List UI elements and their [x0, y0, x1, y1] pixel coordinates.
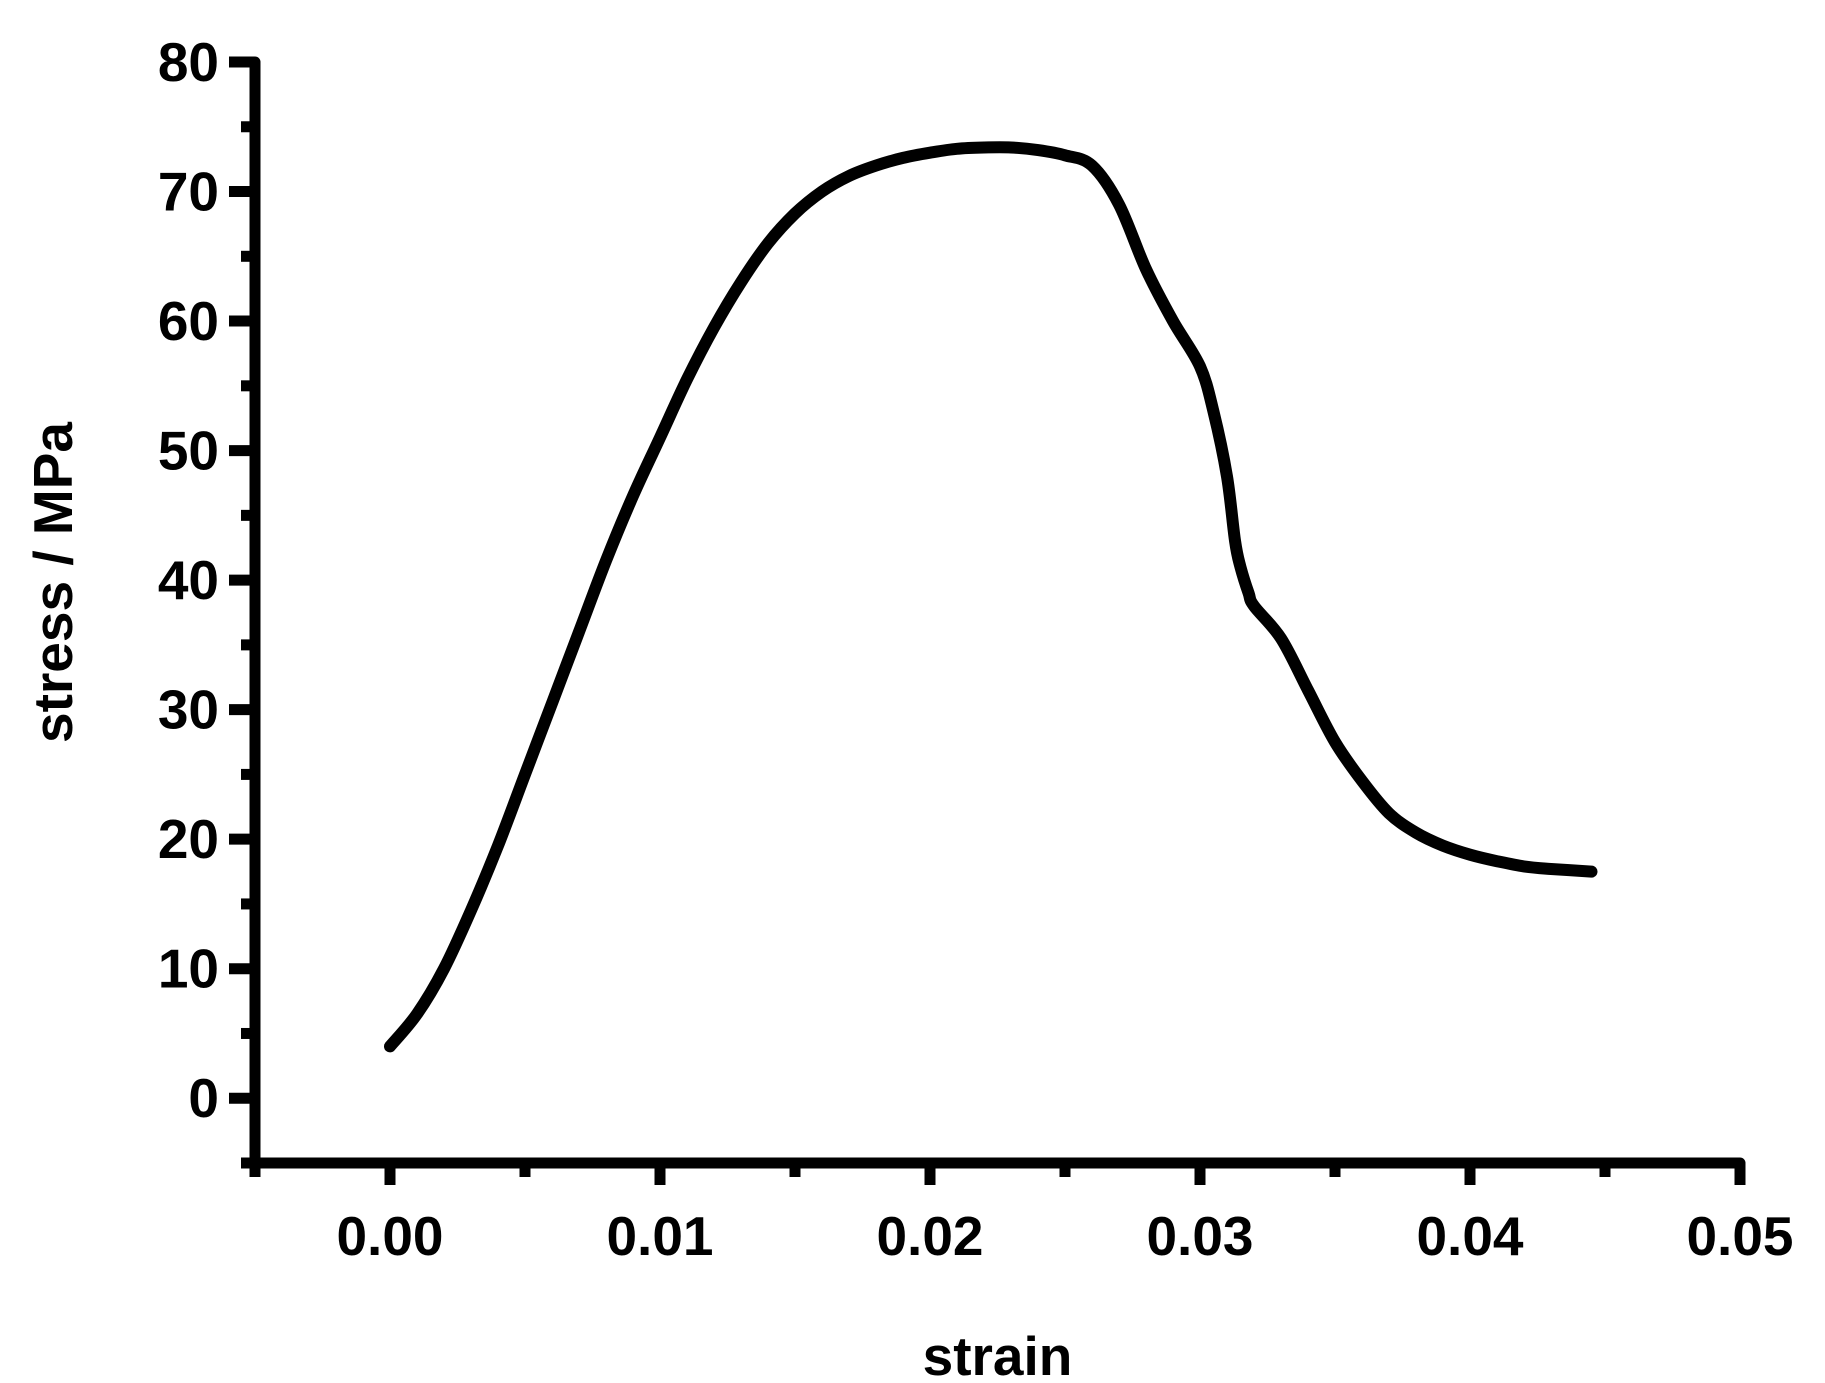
x-tick-label: 0.01: [606, 1205, 713, 1267]
x-tick-label: 0.00: [336, 1205, 443, 1267]
axes: [249, 56, 1746, 1169]
y-tick-label: 50: [158, 420, 219, 482]
x-tick-label: 0.05: [1686, 1205, 1793, 1267]
y-tick-label: 30: [158, 679, 219, 741]
series-layer: [384, 141, 1598, 1053]
y-tick-label: 80: [158, 31, 219, 93]
y-axis-title: stress / MPa: [22, 422, 84, 743]
y-tick-label: 10: [158, 938, 219, 1000]
x-tick-label: 0.02: [876, 1205, 983, 1267]
ticks: [229, 56, 1746, 1185]
y-tick-label: 60: [158, 290, 219, 352]
y-tick-label: 20: [158, 808, 219, 870]
y-tick-label: 0: [188, 1067, 219, 1129]
series-line-0: [384, 141, 1598, 1053]
y-tick-label: 70: [158, 161, 219, 223]
tick-labels: 0 10 20 30 40 50 60 70 80 0.00 0.01 0.02 0.03 0.04 0.0…: [158, 31, 1794, 1267]
x-axis-title: strain: [923, 1325, 1073, 1383]
x-tick-label: 0.04: [1416, 1205, 1523, 1267]
x-tick-label: 0.03: [1146, 1205, 1253, 1267]
y-tick-label: 40: [158, 549, 219, 611]
